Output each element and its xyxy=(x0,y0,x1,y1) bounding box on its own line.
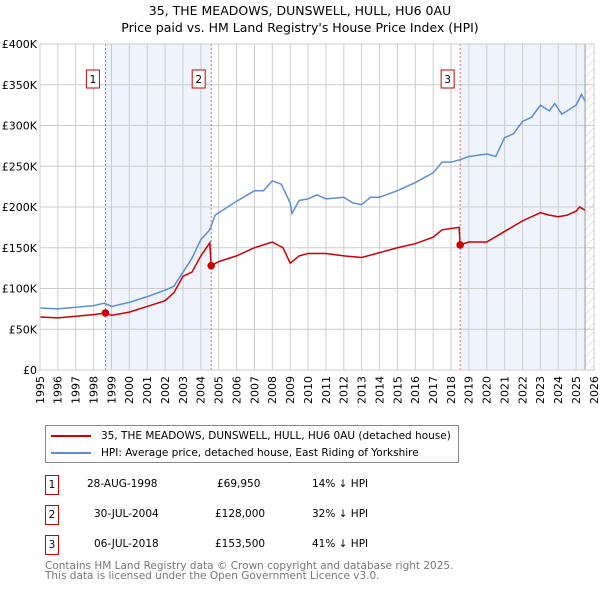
price-paid-line xyxy=(39,206,586,319)
x-tick-label: 2015 xyxy=(391,376,404,404)
y-tick-label: £0 xyxy=(23,364,37,377)
x-tick-label: 2008 xyxy=(266,376,279,404)
x-tick-label: 2013 xyxy=(356,376,369,404)
x-tick-label: 2003 xyxy=(177,376,190,404)
x-tick-label: 2022 xyxy=(516,376,529,404)
x-tick-label: 1995 xyxy=(34,376,47,404)
y-tick-label: £300K xyxy=(2,120,38,133)
x-tick-label: 2012 xyxy=(338,376,351,404)
chart-title: 35, THE MEADOWS, DUNSWELL, HULL, HU6 0AU… xyxy=(0,2,600,36)
x-tick-label: 1996 xyxy=(52,376,65,404)
x-tick-label: 2010 xyxy=(302,376,315,404)
legend-swatch-red xyxy=(51,435,91,437)
x-tick-label: 2006 xyxy=(230,376,243,404)
x-tick-label: 2020 xyxy=(481,376,494,404)
x-tick-label: 2024 xyxy=(552,376,565,404)
sale-point xyxy=(207,261,216,270)
x-tick-label: 1997 xyxy=(70,376,83,404)
sale-label-number: 3 xyxy=(444,74,451,86)
sale-price: £128,000 xyxy=(215,508,266,520)
x-tick-label: 2000 xyxy=(123,376,136,404)
y-tick-label: £150K xyxy=(2,242,38,255)
legend-item-hpi: HPI: Average price, detached house, East… xyxy=(51,447,419,459)
sale-label-number: 1 xyxy=(90,74,97,86)
sale-label-box xyxy=(440,69,455,89)
sale-label-box xyxy=(191,69,206,89)
x-tick-label: 2026 xyxy=(588,376,600,404)
subtitle-line: Price paid vs. HM Land Registry's House … xyxy=(121,20,479,35)
x-tick-label: 1998 xyxy=(87,376,100,404)
footer: Contains HM Land Registry data © Crown c… xyxy=(45,560,454,582)
x-tick-label: 2001 xyxy=(141,376,154,404)
y-tick-label: £350K xyxy=(2,79,38,92)
sale-marker-badge: 2 xyxy=(45,505,59,525)
plot-border xyxy=(39,43,595,371)
legend-swatch-blue xyxy=(51,452,91,454)
title-line: 35, THE MEADOWS, DUNSWELL, HULL, HU6 0AU xyxy=(148,3,452,18)
sale-marker-badge: 3 xyxy=(45,535,59,555)
x-tick-label: 2025 xyxy=(570,376,583,404)
sale-date: 28-AUG-1998 xyxy=(87,478,158,490)
price-chart: 1995 1996 1997 1998 1999 2000 2001 2002 2003 2004… xyxy=(2,38,600,404)
y-tick-label: £200K xyxy=(2,201,38,214)
y-tick-label: £250K xyxy=(2,160,38,173)
x-tick-label: 2021 xyxy=(498,376,511,404)
hpi-line xyxy=(39,92,586,310)
sale-date: 30-JUL-2004 xyxy=(94,508,159,520)
x-tick-label: 2023 xyxy=(534,376,547,404)
legend-label: 35, THE MEADOWS, DUNSWELL, HULL, HU6 0AU… xyxy=(101,430,451,442)
x-tick-label: 2007 xyxy=(248,376,261,404)
x-tick-label: 2016 xyxy=(409,376,422,404)
legend-item-property: 35, THE MEADOWS, DUNSWELL, HULL, HU6 0AU… xyxy=(51,430,451,442)
x-tick-label: 2011 xyxy=(320,376,333,404)
sale-hpi-diff: 41% ↓ HPI xyxy=(312,538,369,550)
sale-point xyxy=(101,309,110,317)
sale-label-box xyxy=(85,69,100,89)
x-tick-label: 2004 xyxy=(195,376,208,404)
sale-hpi-diff: 14% ↓ HPI xyxy=(312,478,369,490)
x-tick-label: 2005 xyxy=(213,376,226,404)
legend: 35, THE MEADOWS, DUNSWELL, HULL, HU6 0AU… xyxy=(45,425,459,463)
x-tick-label: 2019 xyxy=(463,376,476,404)
y-tick-label: £50K xyxy=(9,323,38,336)
sale-label-number: 2 xyxy=(195,74,202,86)
sale-price: £69,950 xyxy=(217,478,261,490)
sale-marker-badge: 1 xyxy=(45,475,59,495)
footer-line: Contains HM Land Registry data © Crown c… xyxy=(45,560,454,572)
sale-point xyxy=(456,241,464,249)
y-tick-label: £100K xyxy=(2,283,38,296)
x-tick-label: 2018 xyxy=(445,376,458,404)
footer-line: This data is licensed under the Open Gov… xyxy=(45,570,380,582)
x-tick-label: 1999 xyxy=(105,376,118,404)
sale-hpi-diff: 32% ↓ HPI xyxy=(312,508,369,520)
x-tick-label: 2009 xyxy=(284,376,297,404)
y-tick-label: £400K xyxy=(2,38,38,51)
legend-label: HPI: Average price, detached house, East… xyxy=(101,447,419,459)
x-tick-label: 2014 xyxy=(373,376,386,404)
sale-date: 06-JUL-2018 xyxy=(94,538,159,550)
x-tick-label: 2002 xyxy=(159,376,172,404)
sale-price: £153,500 xyxy=(215,538,266,550)
x-tick-label: 2017 xyxy=(427,376,440,404)
